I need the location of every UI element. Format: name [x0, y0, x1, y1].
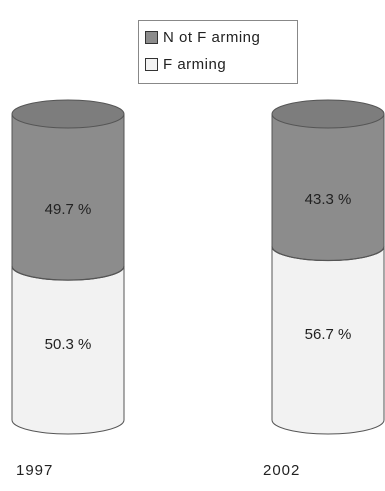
- data-label-not-farming-2002: 43.3 %: [305, 191, 352, 208]
- category-label-1997: 1997: [16, 462, 54, 479]
- bar-not-farming-2002: [271, 113, 385, 261]
- bar-not-farming-1997: [11, 113, 125, 281]
- category-label-2002: 2002: [263, 462, 301, 479]
- data-label-farming-2002: 56.7 %: [305, 326, 352, 343]
- legend-label-not-farming: N ot F arming: [163, 28, 261, 46]
- legend: N ot F arming F arming: [138, 20, 298, 84]
- legend-item-farming: F arming: [145, 55, 226, 73]
- bar-top-cap-2002: [271, 99, 385, 129]
- bar-seam-1997: [11, 265, 125, 281]
- data-label-farming-1997: 50.3 %: [45, 336, 92, 353]
- legend-swatch-farming: [145, 57, 158, 71]
- legend-label-farming: F arming: [163, 55, 227, 73]
- bar-seam-2002: [271, 246, 385, 262]
- data-label-not-farming-1997: 49.7 %: [45, 201, 92, 218]
- legend-item-not-farming: N ot F arming: [145, 28, 260, 46]
- legend-swatch-not-farming: [145, 30, 158, 44]
- bar-top-cap-1997: [11, 99, 125, 129]
